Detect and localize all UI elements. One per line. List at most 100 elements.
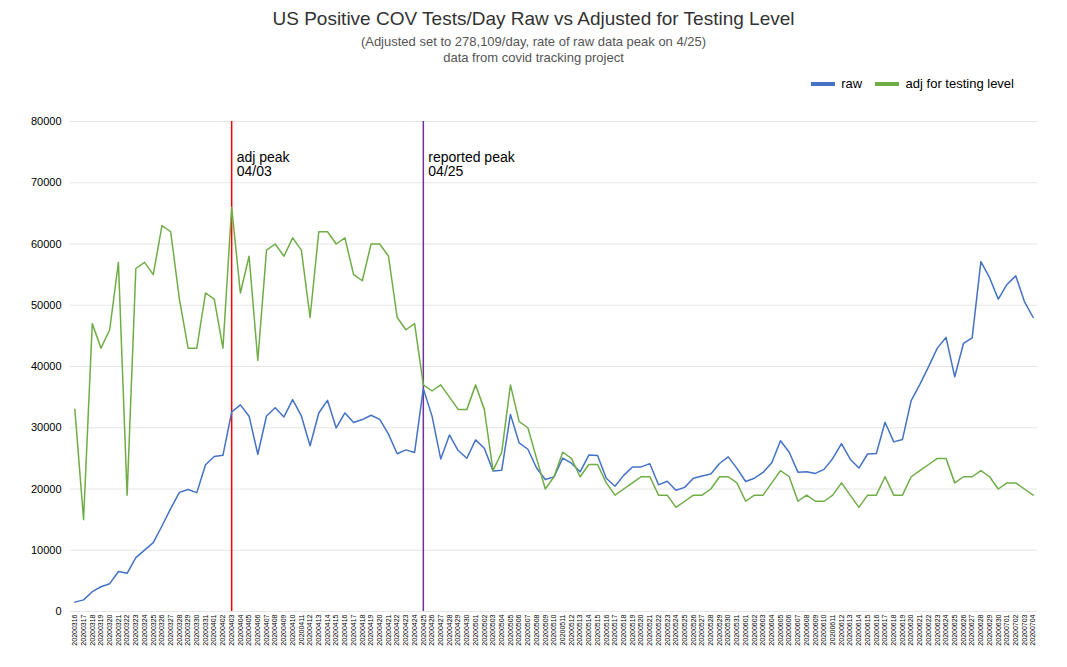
svg-text:20200321: 20200321 <box>115 614 122 645</box>
svg-text:20200521: 20200521 <box>646 614 653 645</box>
svg-text:20200412: 20200412 <box>306 614 313 645</box>
svg-text:20200520: 20200520 <box>637 614 644 645</box>
svg-text:20200317: 20200317 <box>80 614 87 645</box>
svg-text:20200530: 20200530 <box>724 614 731 645</box>
svg-text:20200509: 20200509 <box>542 614 549 645</box>
svg-text:20200701: 20200701 <box>1003 614 1010 645</box>
svg-text:20200404: 20200404 <box>237 614 244 645</box>
svg-text:20200514: 20200514 <box>585 614 592 645</box>
svg-text:20200510: 20200510 <box>550 614 557 645</box>
svg-text:20000: 20000 <box>31 482 62 494</box>
svg-text:20200417: 20200417 <box>350 614 357 645</box>
svg-text:20200428: 20200428 <box>446 614 453 645</box>
svg-text:20200605: 20200605 <box>777 614 784 645</box>
svg-text:80000: 80000 <box>31 115 62 127</box>
svg-text:20200620: 20200620 <box>907 614 914 645</box>
svg-text:20200604: 20200604 <box>768 614 775 645</box>
svg-text:20200519: 20200519 <box>629 614 636 645</box>
svg-text:20200423: 20200423 <box>402 614 409 645</box>
svg-text:20200403: 20200403 <box>228 614 235 645</box>
svg-text:reported peak04/25: reported peak04/25 <box>428 149 515 179</box>
svg-text:20200402: 20200402 <box>219 614 226 645</box>
svg-text:60000: 60000 <box>31 237 62 249</box>
svg-text:20200424: 20200424 <box>411 614 418 645</box>
svg-text:20200328: 20200328 <box>176 614 183 645</box>
svg-text:20200330: 20200330 <box>193 614 200 645</box>
svg-text:20200702: 20200702 <box>1012 614 1019 645</box>
svg-text:20200703: 20200703 <box>1021 614 1028 645</box>
svg-text:20200617: 20200617 <box>881 614 888 645</box>
svg-text:20200322: 20200322 <box>123 614 130 645</box>
svg-text:20200515: 20200515 <box>594 614 601 645</box>
svg-text:20200527: 20200527 <box>698 614 705 645</box>
svg-text:20200622: 20200622 <box>925 614 932 645</box>
svg-text:20200626: 20200626 <box>960 614 967 645</box>
svg-text:20200628: 20200628 <box>977 614 984 645</box>
svg-text:20200611: 20200611 <box>829 614 836 645</box>
svg-text:20200517: 20200517 <box>611 614 618 645</box>
svg-text:40000: 40000 <box>31 360 62 372</box>
svg-text:20200612: 20200612 <box>838 614 845 645</box>
svg-text:20200408: 20200408 <box>271 614 278 645</box>
svg-text:20200416: 20200416 <box>341 614 348 645</box>
svg-text:20200613: 20200613 <box>846 614 853 645</box>
svg-text:20200419: 20200419 <box>367 614 374 645</box>
svg-text:20200501: 20200501 <box>472 614 479 645</box>
svg-text:20200502: 20200502 <box>481 614 488 645</box>
svg-text:20200602: 20200602 <box>751 614 758 645</box>
svg-text:20200522: 20200522 <box>655 614 662 645</box>
svg-text:20200704: 20200704 <box>1029 614 1036 645</box>
svg-text:20200508: 20200508 <box>533 614 540 645</box>
svg-text:20200606: 20200606 <box>785 614 792 645</box>
svg-text:20200425: 20200425 <box>420 614 427 645</box>
svg-text:20200624: 20200624 <box>942 614 949 645</box>
svg-text:20200630: 20200630 <box>995 614 1002 645</box>
svg-text:20200413: 20200413 <box>315 614 322 645</box>
svg-text:20200512: 20200512 <box>568 614 575 645</box>
svg-text:20200401: 20200401 <box>210 614 217 645</box>
svg-text:20200608: 20200608 <box>803 614 810 645</box>
svg-text:20200427: 20200427 <box>437 614 444 645</box>
svg-text:20200411: 20200411 <box>298 614 305 645</box>
svg-text:20200507: 20200507 <box>524 614 531 645</box>
svg-text:20200516: 20200516 <box>603 614 610 645</box>
svg-text:30000: 30000 <box>31 421 62 433</box>
svg-text:20200528: 20200528 <box>707 614 714 645</box>
svg-text:20200627: 20200627 <box>968 614 975 645</box>
svg-text:50000: 50000 <box>31 298 62 310</box>
svg-text:20200629: 20200629 <box>986 614 993 645</box>
svg-text:20200316: 20200316 <box>71 614 78 645</box>
svg-text:20200430: 20200430 <box>463 614 470 645</box>
svg-text:20200429: 20200429 <box>454 614 461 645</box>
svg-text:20200625: 20200625 <box>951 614 958 645</box>
svg-text:20200325: 20200325 <box>150 614 157 645</box>
svg-text:20200504: 20200504 <box>498 614 505 645</box>
svg-text:20200319: 20200319 <box>97 614 104 645</box>
svg-text:20200327: 20200327 <box>167 614 174 645</box>
svg-text:20200505: 20200505 <box>507 614 514 645</box>
svg-text:20200513: 20200513 <box>576 614 583 645</box>
svg-text:20200422: 20200422 <box>393 614 400 645</box>
svg-text:20200524: 20200524 <box>672 614 679 645</box>
svg-text:20200414: 20200414 <box>324 614 331 645</box>
svg-text:20200329: 20200329 <box>184 614 191 645</box>
svg-text:20200323: 20200323 <box>132 614 139 645</box>
svg-text:20200614: 20200614 <box>855 614 862 645</box>
svg-text:20200415: 20200415 <box>332 614 339 645</box>
svg-text:20200609: 20200609 <box>812 614 819 645</box>
svg-text:20200525: 20200525 <box>681 614 688 645</box>
svg-text:20200621: 20200621 <box>916 614 923 645</box>
svg-text:10000: 10000 <box>31 543 62 555</box>
svg-text:20200320: 20200320 <box>106 614 113 645</box>
svg-text:20200601: 20200601 <box>742 614 749 645</box>
svg-text:20200318: 20200318 <box>89 614 96 645</box>
svg-text:20200405: 20200405 <box>245 614 252 645</box>
svg-text:20200406: 20200406 <box>254 614 261 645</box>
svg-text:20200420: 20200420 <box>376 614 383 645</box>
svg-text:adj peak04/03: adj peak04/03 <box>237 149 291 179</box>
svg-text:20200610: 20200610 <box>820 614 827 645</box>
svg-text:20200603: 20200603 <box>759 614 766 645</box>
svg-text:20200623: 20200623 <box>934 614 941 645</box>
svg-text:0: 0 <box>55 605 61 617</box>
svg-text:20200523: 20200523 <box>663 614 670 645</box>
